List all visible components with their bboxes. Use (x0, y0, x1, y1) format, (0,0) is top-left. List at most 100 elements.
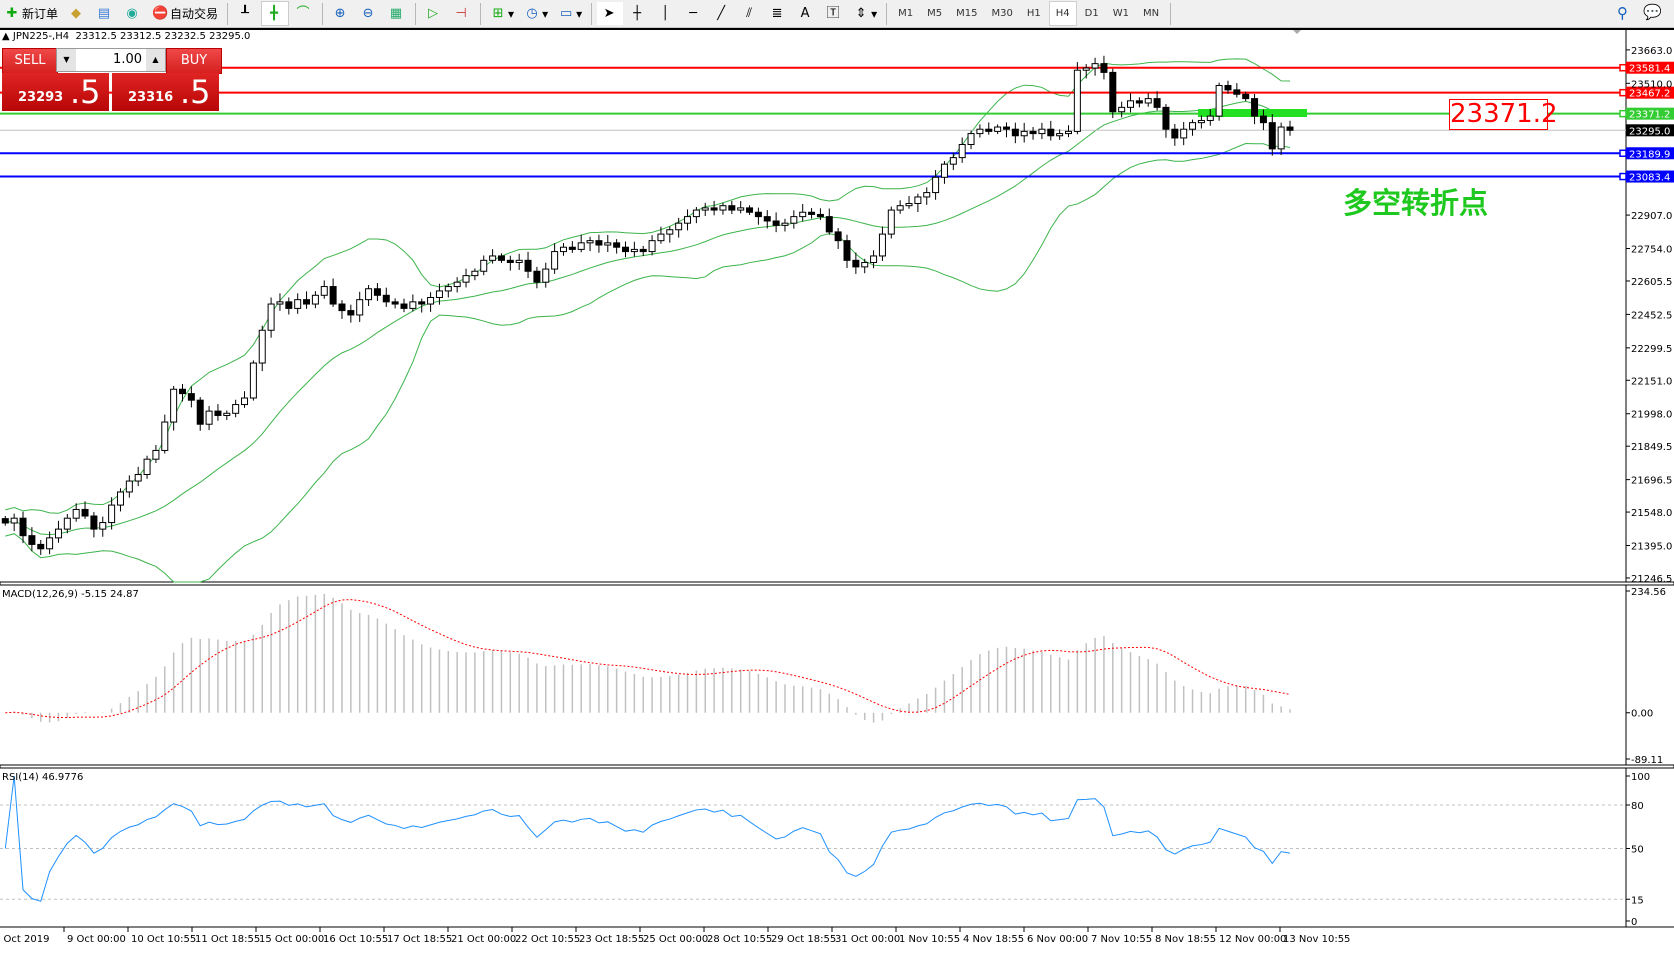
timeframe-mn[interactable]: MN (1142, 8, 1160, 19)
candle-body (1233, 89, 1241, 95)
candle-body (320, 286, 328, 296)
horizontal-line-button[interactable]: ─ (681, 2, 707, 25)
auto-trading-button[interactable]: ⛔ 自动交易 (152, 5, 219, 22)
zoom-out-button[interactable]: ⊖ (356, 2, 382, 25)
fibonacci-button[interactable]: ≣ (765, 2, 791, 25)
price-axis-label: 21849.5 (1631, 442, 1672, 453)
bollinger-upper-band (5, 58, 1291, 514)
candle-body (81, 508, 89, 517)
candle-body (10, 517, 18, 524)
trendline-button[interactable]: ╱ (709, 2, 735, 25)
candle-body (311, 294, 319, 305)
sell-button[interactable]: SELL (2, 48, 58, 74)
text-button[interactable]: A (793, 2, 819, 25)
candle-body (675, 222, 683, 231)
buy-button[interactable]: BUY (166, 48, 222, 74)
candle-body (373, 288, 381, 296)
auto-scroll-icon: ▷ (428, 5, 439, 21)
new-order-button[interactable]: ✚ 新订单 (0, 2, 62, 25)
signals-button[interactable]: ◉ (120, 2, 146, 25)
price-axis-label: 22151.0 (1631, 376, 1672, 387)
candle-body (666, 229, 674, 235)
meta-editor-button[interactable]: ◆ (64, 2, 90, 25)
vertical-line-icon: │ (661, 5, 670, 21)
chart-shift-button[interactable]: ⊣ (449, 2, 475, 25)
timeframe-h1[interactable]: H1 (1026, 8, 1041, 19)
rsi-axis-label: 0 (1631, 917, 1637, 928)
candle-body (657, 233, 665, 242)
text-label-icon: 🅃 (826, 5, 840, 21)
price-tag (1626, 61, 1674, 74)
line-chart-button[interactable]: ⌒ (291, 2, 317, 25)
lot-increase-button[interactable]: ▲ (146, 49, 165, 71)
time-axis-label: 11 Oct 18:55 (195, 934, 260, 945)
candle-body (692, 209, 700, 218)
timeframe-m1[interactable]: M1 (898, 8, 914, 19)
strategy-tester-button[interactable]: ▤ (92, 2, 118, 25)
cursor-icon: ➤ (603, 5, 615, 21)
candle-body (152, 449, 160, 460)
candle-body (37, 543, 45, 550)
timeframe-m30[interactable]: M30 (991, 8, 1013, 19)
templates-button[interactable]: ▭ ▾ (559, 5, 583, 21)
toolbar: ✚ 新订单 ◆ ▤ ◉ ⛔ 自动交易 ┸ ╋ ⌒ ⊕ ⊖ ▦ ▷ ⊣ ⊞ ▾ ◷ ▾ ▭… (0, 0, 1674, 28)
time-axis-label: 29 Oct 18:55 (771, 934, 836, 945)
channel-icon: ⫽ (746, 5, 753, 21)
lot-decrease-button[interactable]: ▼ (57, 49, 76, 71)
candlestick-button[interactable]: ╋ (261, 1, 290, 26)
chart-shift-icon: ⊣ (455, 5, 467, 21)
candle-body (249, 362, 257, 399)
auto-scroll-button[interactable]: ▷ (421, 2, 447, 25)
price-tag (1626, 86, 1674, 99)
time-axis-label: 25 Oct 00:00 (643, 934, 708, 945)
rsi-axis-label: 15 (1631, 895, 1644, 906)
bar-chart-button[interactable]: ┸ (233, 2, 259, 25)
chat-icon[interactable]: 💬 (1643, 3, 1662, 21)
time-axis-label: 22 Oct 10:55 (515, 934, 580, 945)
price-tag (1626, 107, 1674, 120)
crosshair-icon: ┼ (633, 5, 642, 21)
tile-windows-button[interactable]: ▦ (384, 2, 410, 25)
timeframe-d1[interactable]: D1 (1084, 8, 1099, 19)
search-icon[interactable]: ⚲ (1617, 4, 1628, 22)
collapse-arrow-icon[interactable]: ▲ (2, 31, 10, 42)
chart-header: ▲ JPN225-,H4 23312.5 23312.5 23232.5 232… (2, 31, 250, 42)
pivot-annotation-text[interactable]: 多空转折点 (1343, 186, 1489, 220)
candle-body (462, 275, 470, 283)
timeframe-h4[interactable]: H4 (1048, 1, 1077, 26)
toolbar-divider (480, 2, 482, 25)
horizontal-line-icon: ─ (689, 5, 698, 21)
toolbar-divider (1170, 2, 1172, 25)
periods-button[interactable]: ◷ ▾ (520, 2, 552, 25)
cursor-button[interactable]: ➤ (597, 2, 624, 25)
vertical-line-button[interactable]: │ (653, 2, 679, 25)
candle-body (533, 270, 541, 283)
crosshair-button[interactable]: ┼ (625, 2, 651, 25)
candle-body (267, 303, 275, 331)
equidistant-channel-button[interactable]: ⫽ (737, 2, 763, 25)
chart-shift-marker (1293, 30, 1301, 34)
timeframe-m5[interactable]: M5 (927, 8, 943, 19)
candle-body (294, 299, 302, 309)
buy-price[interactable]: 23316 .5 (112, 73, 219, 111)
time-axis-label: 21 Oct 00:00 (451, 934, 516, 945)
candle-body (622, 246, 629, 253)
level-annotation-box[interactable]: 23371.2 (1449, 99, 1558, 130)
rsi-axis-label: 100 (1631, 772, 1650, 783)
timeframe-m15[interactable]: M15 (956, 8, 978, 19)
text-label-button[interactable]: 🅃 (821, 2, 847, 25)
price-tag-label: 23467.2 (1629, 89, 1670, 100)
candle-body (1259, 115, 1267, 124)
arrows-button[interactable]: ⇕ ▾ (849, 2, 881, 25)
lot-size-stepper[interactable]: ▼ 1.00 ▲ (56, 48, 166, 72)
price-axis-label: 22299.5 (1631, 344, 1672, 355)
sell-price[interactable]: 23293 .5 (2, 73, 109, 111)
candle-body (1242, 93, 1250, 100)
indicators-button[interactable]: ⊞ ▾ (486, 2, 518, 25)
timeframe-w1[interactable]: W1 (1112, 8, 1129, 19)
candle-body (338, 303, 346, 312)
zoom-in-button[interactable]: ⊕ (328, 2, 354, 25)
lot-size-input[interactable]: 1.00 (113, 52, 142, 67)
chart-window (0, 28, 1674, 954)
